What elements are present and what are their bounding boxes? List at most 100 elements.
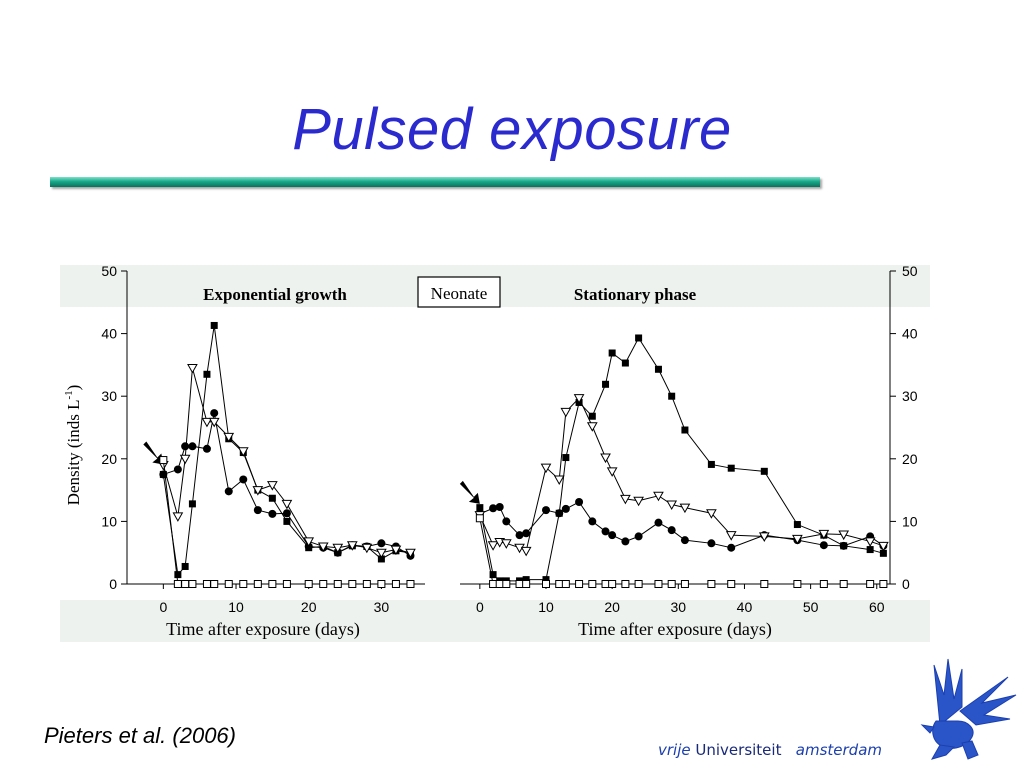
panel2-series-4-point bbox=[489, 580, 498, 588]
panel2-series-1-point bbox=[542, 576, 550, 584]
panel2-series-3-point bbox=[586, 422, 598, 432]
panel2-series-1-point bbox=[879, 549, 887, 557]
panel2-series-3-point bbox=[864, 537, 876, 547]
panel1-x-tick-label: 10 bbox=[228, 599, 244, 615]
x-axis-label-left: Time after exposure (days) bbox=[166, 619, 360, 640]
panel1-x-tick-label: 30 bbox=[374, 599, 390, 615]
panel2-series-2-point bbox=[621, 537, 630, 546]
panel2-series-2-point bbox=[555, 509, 564, 518]
panel1-series-3-point bbox=[405, 548, 416, 559]
panel2-series-2-point bbox=[575, 497, 584, 506]
panel2-y-tick-label: 40 bbox=[902, 326, 918, 342]
panel2-series-4-point bbox=[667, 580, 676, 588]
panel1-series-3-point bbox=[179, 454, 191, 465]
panel1-series-3-point bbox=[303, 537, 315, 547]
panel2-series-2-point bbox=[654, 518, 663, 527]
panel2-series-3-point bbox=[540, 463, 552, 474]
panel1-y-tick-label: 20 bbox=[101, 451, 117, 467]
panel1-series-2-point bbox=[181, 442, 190, 451]
panel2-series-4-point bbox=[475, 514, 484, 523]
panel2-series-2-point bbox=[680, 536, 689, 545]
panel2-series-2-point bbox=[495, 503, 504, 512]
panel1-series-4-point bbox=[181, 580, 190, 588]
panel2-series-2-point bbox=[819, 541, 828, 550]
neonate-legend-box bbox=[417, 276, 501, 308]
panel2-series-1-point bbox=[866, 546, 874, 554]
panel1-series-4-point bbox=[282, 580, 291, 588]
panel2-series-4-point bbox=[495, 580, 504, 588]
panel2-series-1-point bbox=[793, 521, 801, 529]
panel1-series-4-point bbox=[319, 580, 328, 588]
panel2-x-tick-label: 40 bbox=[737, 599, 753, 615]
panel2-series-4-point bbox=[680, 580, 689, 588]
panel1-y-tick-label: 30 bbox=[101, 388, 117, 404]
panel1-series-2-point bbox=[268, 509, 277, 518]
panel2-series-4-point bbox=[555, 580, 564, 588]
panel2-y-tick-label: 50 bbox=[902, 263, 918, 279]
panel2-series-4-point bbox=[502, 580, 511, 588]
panel2-series-2-point bbox=[608, 531, 617, 540]
citation: Pieters et al. (2006) bbox=[44, 723, 236, 748]
panel2-series-4-point bbox=[634, 580, 643, 588]
panel2-series-3-point bbox=[653, 491, 664, 502]
panel2-series-3-point bbox=[878, 541, 889, 552]
panel2-series-2-point bbox=[515, 531, 524, 540]
dual-line-chart: Density (inds L-1) Neonate Exponential g… bbox=[60, 263, 930, 642]
panel1-series-4-point bbox=[348, 580, 357, 588]
griffin-icon bbox=[920, 658, 1017, 760]
panel1-series-3-point bbox=[361, 543, 373, 554]
panel1-series-3-point bbox=[390, 545, 402, 556]
panel1-series-1-point bbox=[181, 562, 189, 570]
panel2-series-1-point bbox=[707, 460, 715, 468]
panel1-series-4-point bbox=[188, 580, 197, 588]
panel2-x-tick-label: 30 bbox=[671, 599, 687, 615]
panel2-series-3-point bbox=[838, 530, 850, 541]
title-underline-rule bbox=[50, 177, 820, 187]
panel1-series-2-point bbox=[202, 444, 211, 453]
panel1-series-3-point bbox=[223, 432, 235, 443]
panel2-series-4-point bbox=[515, 580, 524, 588]
panel2-series-4-point bbox=[866, 580, 875, 588]
panel2-series-4-point bbox=[819, 580, 828, 588]
panel2-series-3-point bbox=[706, 509, 717, 519]
panel1-series-3-point bbox=[281, 499, 293, 510]
panel2-series-1-point bbox=[760, 467, 768, 475]
panel1-series-3-point bbox=[332, 543, 344, 554]
panel2-series-4-point bbox=[608, 580, 617, 588]
panel2-series-3-point bbox=[725, 531, 737, 541]
panel1-series-2-point bbox=[210, 409, 219, 418]
panel1-series-2-point bbox=[377, 539, 386, 548]
panel2-series-3-point bbox=[606, 467, 618, 477]
panel1-series-3-point bbox=[237, 447, 249, 457]
panel2-series-4-point bbox=[839, 580, 848, 588]
panel2-series-3-point bbox=[573, 394, 585, 404]
panel2-series-4-point bbox=[601, 580, 610, 588]
panel2-series-2-point bbox=[542, 506, 550, 515]
panel2-series-3-point bbox=[679, 503, 691, 514]
panel2-series-3-point bbox=[633, 496, 644, 507]
panel2-series-3-point bbox=[620, 494, 631, 505]
panel1-series-3-point bbox=[208, 417, 220, 428]
panel1-series-3-point bbox=[172, 512, 184, 522]
panel2-series-4-point bbox=[621, 580, 630, 588]
panel2-y-tick-label: 30 bbox=[902, 388, 918, 404]
panel1-series-3-line bbox=[162, 367, 411, 554]
panel2-x-tick-label: 60 bbox=[869, 599, 885, 615]
panel-title-stationary: Stationary phase bbox=[574, 285, 697, 304]
panel1-series-4-point bbox=[304, 580, 313, 588]
panel2-series-1-point bbox=[621, 359, 629, 367]
panel1-series-1-point bbox=[210, 321, 218, 329]
panel2-series-2-point bbox=[839, 541, 848, 550]
panel1-series-1-point bbox=[188, 500, 196, 508]
panel1-series-1-point bbox=[377, 555, 385, 563]
panel2-series-1-point bbox=[522, 576, 530, 584]
panel2-series-3-point bbox=[666, 500, 678, 511]
panel2-series-3-point bbox=[792, 534, 803, 545]
panel2-series-4-point bbox=[727, 580, 736, 588]
panel2-exposure-arrow bbox=[459, 480, 480, 504]
panel2-series-3-point bbox=[600, 453, 611, 464]
panel2-x-tick-label: 50 bbox=[803, 599, 819, 615]
panel1-y-tick-label: 40 bbox=[101, 326, 117, 342]
panel2-series-2-point bbox=[601, 527, 610, 536]
panel2-series-3-point bbox=[500, 539, 512, 549]
